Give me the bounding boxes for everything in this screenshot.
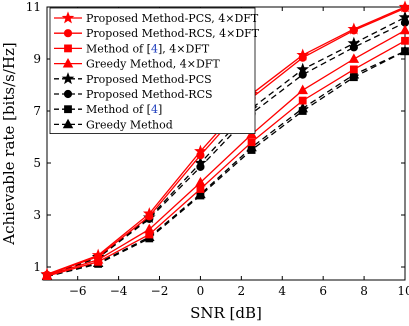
data-point <box>349 65 358 74</box>
legend-marker <box>63 89 73 99</box>
legend-label: Proposed Method-PCS <box>86 73 212 86</box>
x-tick-label: 0 <box>197 284 205 298</box>
series-line <box>46 40 406 277</box>
legend-marker <box>63 29 73 38</box>
y-tick-label: 1 <box>33 260 41 274</box>
data-point <box>41 269 53 280</box>
legend-entry: Proposed Method-RCS, 4×DFT <box>54 27 260 40</box>
x-tick-label: 4 <box>278 284 286 298</box>
y-tick-label: 11 <box>26 0 41 14</box>
data-point <box>298 96 307 105</box>
data-point <box>247 138 256 147</box>
x-tick-label: 6 <box>319 284 327 298</box>
x-tick-label: −4 <box>110 284 128 298</box>
legend-entry: Greedy Method, 4×DFT <box>54 58 220 71</box>
legend-marker <box>61 11 75 24</box>
data-point <box>349 43 358 52</box>
legend-label: Proposed Method-PCS, 4×DFT <box>86 12 259 25</box>
data-point <box>298 70 307 79</box>
data-point <box>195 176 206 187</box>
plot-frame <box>46 6 406 281</box>
x-tick-label: 2 <box>238 284 246 298</box>
series-line <box>46 29 406 276</box>
legend-marker <box>61 72 75 85</box>
legend-label: Proposed Method-RCS, 4×DFT <box>86 27 260 40</box>
y-tick-label: 5 <box>33 156 41 170</box>
x-tick-label: 10 <box>397 284 409 298</box>
data-point <box>297 84 308 95</box>
legend: Proposed Method-PCS, 4×DFT Proposed Metho… <box>49 7 260 134</box>
legend-marker <box>64 105 72 114</box>
legend-label: Greedy Method <box>86 118 173 131</box>
legend-entry: Proposed Method-PCS <box>54 72 212 86</box>
legend-entry: Method of [4] <box>54 103 162 116</box>
data-point <box>195 188 206 199</box>
x-tick-label: −6 <box>69 284 87 298</box>
data-point <box>348 53 360 63</box>
y-tick-label: 3 <box>33 208 41 222</box>
data-point <box>196 162 205 171</box>
data-point <box>144 223 155 234</box>
x-axis-label: SNR [dB] <box>190 304 262 322</box>
data-point <box>196 185 205 193</box>
legend-entry: Proposed Method-PCS, 4×DFT <box>54 11 259 25</box>
legend-box <box>49 7 256 134</box>
data-point <box>400 4 409 13</box>
data-point <box>399 24 409 35</box>
data-point <box>349 26 358 35</box>
legend-entry: Proposed Method-RCS <box>54 88 213 101</box>
series-line <box>46 50 406 278</box>
series-line <box>46 50 406 277</box>
legend-marker <box>64 44 72 53</box>
data-point <box>297 102 308 113</box>
legend-label: Proposed Method-RCS <box>86 88 213 101</box>
legend-marker <box>62 118 74 129</box>
data-point <box>399 45 409 56</box>
data-point <box>92 254 104 264</box>
series-line <box>46 22 406 276</box>
data-point <box>196 151 205 160</box>
series-layer <box>40 0 409 281</box>
x-tick-label: −2 <box>151 284 169 298</box>
data-point <box>145 212 154 221</box>
x-tick-label: 8 <box>360 284 368 298</box>
legend-marker <box>62 57 74 68</box>
legend-label: Method of [4] <box>86 103 162 116</box>
axis-ticks: −6 −4 −2 0 2 4 6 8 10 1 3 5 7 9 11 <box>26 0 409 298</box>
legend-entry: Method of [4], 4×DFT <box>54 42 210 55</box>
legend-label: Greedy Method, 4×DFT <box>86 58 220 71</box>
y-tick-label: 7 <box>33 104 41 118</box>
y-axis-label: Achievable rate [bits/s/Hz] <box>0 42 18 245</box>
data-point <box>348 68 360 79</box>
legend-label: Method of [4], 4×DFT <box>86 42 210 55</box>
y-tick-label: 9 <box>33 52 41 66</box>
data-point <box>401 36 409 45</box>
legend-entry: Greedy Method <box>54 118 173 131</box>
data-point <box>298 53 307 62</box>
data-point <box>246 141 257 152</box>
